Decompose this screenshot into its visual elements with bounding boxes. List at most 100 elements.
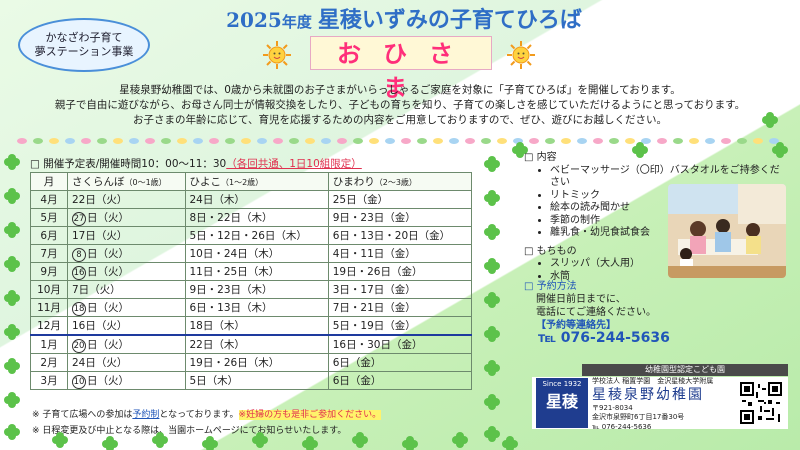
table-cell: 7日（火）: [67, 280, 186, 299]
clover-icon: [484, 360, 500, 376]
decorative-dot: [129, 138, 139, 144]
table-cell: 11日・25日（木）: [184, 262, 329, 281]
reserve-heading: □ 予約方法: [524, 281, 577, 292]
table-cell: 18日（木）: [184, 316, 329, 336]
column-header: ひまわり（2～3歳）: [327, 172, 473, 191]
table-row: 10月 7日（火） 9日・23日（木） 3日・17日（金）: [30, 280, 473, 299]
decorative-dot: [257, 138, 267, 144]
massage-circle-mark: 10: [72, 374, 86, 389]
decorative-dot: [17, 138, 27, 144]
decorative-dot: [513, 138, 523, 144]
decorative-dot: [369, 138, 379, 144]
clover-icon: [4, 392, 20, 408]
decorative-dot: [433, 138, 443, 144]
decorative-dot: [337, 138, 347, 144]
schedule-heading-text: □ 開催予定表/開催時間10：00～11：30: [30, 158, 227, 170]
schedule-heading-note: （各回共通、1日10組限定）: [226, 158, 362, 170]
table-cell: 24日（火）: [67, 353, 186, 372]
intro-line: 星稜泉野幼稚園では、0歳から未就園のお子さまがいらっしゃるご家庭を対象に「子育て…: [119, 84, 681, 96]
decorative-dot: [529, 138, 539, 144]
decorative-dot: [97, 138, 107, 144]
massage-circle-mark: 27: [72, 211, 86, 226]
decorative-dot: [721, 138, 731, 144]
clover-icon: [484, 258, 500, 274]
logo-text: 星稜: [545, 392, 578, 411]
school-affiliation: 学校法人 稲置学園 金沢星稜大学附属: [592, 377, 714, 385]
table-row: 12月 16日（火） 18日（木） 5日・19日（金）: [30, 316, 473, 336]
decorative-dot: [593, 138, 603, 144]
decorative-dot: [145, 138, 155, 144]
clover-icon: [4, 424, 20, 440]
table-cell: 7月: [30, 244, 68, 263]
clover-icon: [4, 256, 20, 272]
school-info: 学校法人 稲置学園 金沢星稜大学附属 星稜泉野幼稚園 〒921-8034 金沢市…: [592, 377, 732, 432]
decorative-dot: [385, 138, 395, 144]
table-cell: 8日・22日（木）: [184, 208, 329, 227]
clover-icon: [484, 426, 500, 442]
decorative-dot: [161, 138, 171, 144]
decorative-dot: [225, 138, 235, 144]
decorative-dot: [113, 138, 123, 144]
list-item: 水筒: [550, 271, 784, 284]
decorative-dot: [673, 138, 683, 144]
logo-since: Since 1932: [542, 380, 582, 388]
column-header: ひよこ（1～2歳）: [184, 172, 329, 191]
list-item: スリッパ（大人用）: [550, 258, 784, 271]
table-cell: 9日・23日（金）: [327, 208, 473, 227]
decorative-dot: [753, 138, 763, 144]
intro-line: お子さまの年齢に応じて、育児を応援するための内容をご用意しておりますので、ぜひ、…: [133, 114, 667, 126]
table-cell: 1月: [30, 334, 68, 354]
table-cell: 6日・13日・20日（金）: [327, 226, 473, 245]
decorative-dot: [769, 138, 779, 144]
title-nendo: 年度: [281, 13, 312, 31]
bring-list: スリッパ（大人用） 水筒: [524, 258, 784, 283]
schedule-table: 月 さくらんぼ（0～1歳） ひよこ（1～2歳） ひまわり（2～3歳） 4月 22日…: [30, 172, 473, 390]
clover-icon: [484, 326, 500, 342]
table-cell: 10 日（火）: [67, 371, 186, 390]
table-cell: 24日（木）: [184, 190, 329, 209]
table-row: 1月 20 日（火） 22日（木） 16日・30日（金）: [30, 334, 473, 354]
schedule-heading: □ 開催予定表/開催時間10：00～11：30（各回共通、1日10組限定）: [30, 156, 362, 171]
clover-icon: [484, 394, 500, 410]
table-cell: 4月: [30, 190, 68, 209]
table-cell: 5日・12日・26日（木）: [184, 226, 329, 245]
decorative-dot: [193, 138, 203, 144]
notes: ※ 子育て広場への参加は予約制となっております。※妊婦の方も是非ご参加ください。…: [32, 407, 382, 439]
school-address: 金沢市泉野町6丁目17番30号: [592, 413, 685, 421]
table-row: 2月 24日（火） 19日・26日（木） 6日（金）: [30, 353, 473, 372]
list-item: 絵本の読み聞かせ: [550, 202, 784, 215]
table-cell: 2月: [30, 353, 68, 372]
table-cell: 22日（火）: [67, 190, 186, 209]
table-cell: 20 日（火）: [67, 334, 186, 354]
content-heading: □ 内容: [524, 152, 557, 163]
decorative-dot: [49, 138, 59, 144]
decorative-dot: [657, 138, 667, 144]
table-cell: 19日・26日（木）: [184, 353, 329, 372]
table-cell: 8 日（火）: [67, 244, 186, 263]
intro-text: 星稜泉野幼稚園では、0歳から未就園のお子さまがいらっしゃるご家庭を対象に「子育て…: [20, 83, 780, 128]
school-tel: ℡ 076-244-5636: [592, 422, 652, 431]
reserve-line: 開催日前日までに、: [536, 294, 626, 305]
clover-icon: [502, 436, 518, 450]
kindergarten-type-bar: 幼稚園型認定こども園: [582, 364, 788, 376]
table-cell: 9月: [30, 262, 68, 281]
table-cell: 12月: [30, 316, 68, 336]
school-name: 星稜泉野幼稚園: [592, 386, 704, 403]
decorative-dot: [545, 138, 555, 144]
decorative-dot: [321, 138, 331, 144]
contact-label: 【予約等連絡先】: [536, 320, 616, 331]
table-cell: 5日・19日（金）: [327, 316, 473, 336]
clover-icon: [484, 224, 500, 240]
decorative-dot: [577, 138, 587, 144]
table-cell: 7日・21日（金）: [327, 298, 473, 317]
clover-icon: [484, 156, 500, 172]
decorative-dot: [465, 138, 475, 144]
table-row: 4月 22日（火） 24日（木） 25日（金）: [30, 190, 473, 209]
reserve-line: 電話にてご連絡ください。: [536, 307, 656, 318]
decorative-dot: [497, 138, 507, 144]
list-item: ベビーマッサージ（〇印）バスタオルをご持参ください: [550, 165, 784, 190]
sun-icon: [507, 41, 535, 69]
table-row: 11月 18 日（火） 6日・13日（木） 7日・21日（金）: [30, 298, 473, 317]
table-cell: 6日・13日（木）: [184, 298, 329, 317]
